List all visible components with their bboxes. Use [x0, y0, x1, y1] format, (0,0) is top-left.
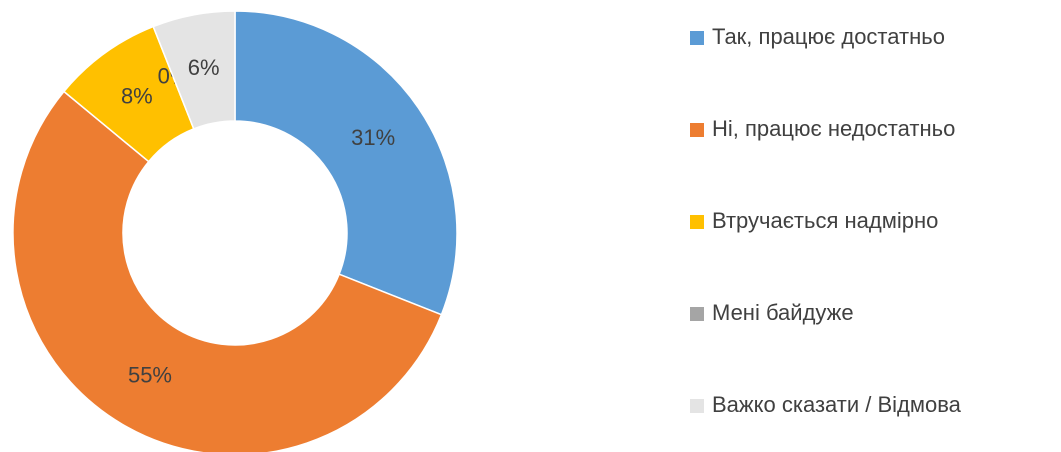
- donut-slice: [234, 10, 458, 316]
- legend-label: Так, працює достатньо: [712, 24, 945, 49]
- data-label: 6%: [188, 55, 220, 80]
- donut-slice: [152, 10, 236, 130]
- data-label: 8%: [121, 84, 153, 109]
- donut-slice: [12, 90, 443, 452]
- legend-swatch: [690, 399, 704, 413]
- data-label: 31%: [351, 125, 395, 150]
- legend-swatch: [690, 307, 704, 321]
- legend-swatch: [690, 31, 704, 45]
- legend-label: Втручається надмірно: [712, 208, 938, 233]
- legend-label: Важко сказати / Відмова: [712, 392, 962, 417]
- data-label: 55%: [128, 363, 172, 388]
- legend-swatch: [690, 123, 704, 137]
- legend-label: Ні, працює недостатньо: [712, 116, 955, 141]
- legend-label: Мені байдуже: [712, 300, 854, 325]
- legend-swatch: [690, 215, 704, 229]
